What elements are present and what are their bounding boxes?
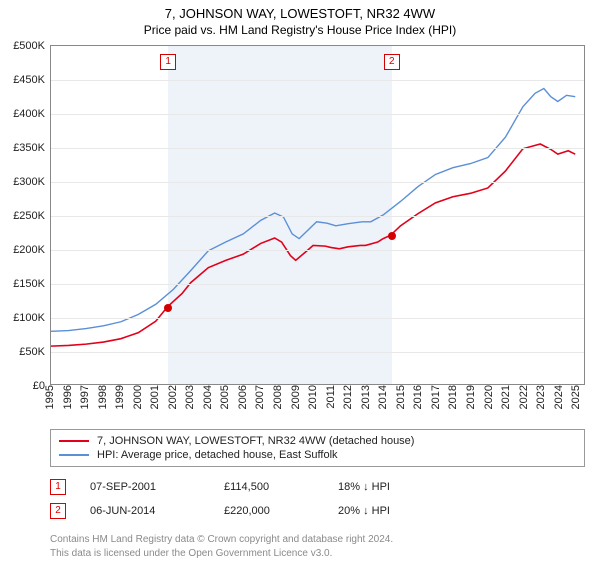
footer-line: This data is licensed under the Open Gov… <box>50 547 585 561</box>
y-tick-label: £450K <box>13 74 45 86</box>
x-tick-label: 2011 <box>325 385 337 409</box>
y-tick-label: £350K <box>13 142 45 154</box>
y-tick-label: £250K <box>13 210 45 222</box>
x-tick-label: 2002 <box>167 385 179 409</box>
x-tick-label: 1998 <box>97 385 109 409</box>
sale-price: £114,500 <box>224 481 314 493</box>
x-tick-label: 1997 <box>79 385 91 409</box>
gridline <box>51 318 584 319</box>
sales-table: 1 07-SEP-2001 £114,500 18% ↓ HPI 2 06-JUN-201… <box>50 475 585 523</box>
x-tick-label: 2006 <box>237 385 249 409</box>
x-tick-label: 1996 <box>62 385 74 409</box>
footer-attribution: Contains HM Land Registry data © Crown c… <box>50 533 585 568</box>
x-tick-label: 1999 <box>114 385 126 409</box>
gridline <box>51 148 584 149</box>
x-tick-label: 2022 <box>518 385 530 409</box>
legend-swatch <box>59 454 89 456</box>
gridline <box>51 352 584 353</box>
x-tick-label: 2024 <box>553 385 565 409</box>
x-tick-label: 2009 <box>290 385 302 409</box>
gridline <box>51 80 584 81</box>
series-hpi <box>51 89 575 332</box>
x-tick-label: 2020 <box>483 385 495 409</box>
y-tick-label: £50K <box>19 346 45 358</box>
sale-marker-box: 1 <box>160 54 176 70</box>
sales-row: 2 06-JUN-2014 £220,000 20% ↓ HPI <box>50 499 585 523</box>
x-tick-label: 2004 <box>202 385 214 409</box>
footer-line: Contains HM Land Registry data © Crown c… <box>50 533 585 547</box>
y-tick-label: £100K <box>13 312 45 324</box>
gridline <box>51 284 584 285</box>
sale-delta: 20% ↓ HPI <box>338 505 428 517</box>
legend: 7, JOHNSON WAY, LOWESTOFT, NR32 4WW (det… <box>50 429 585 467</box>
sale-price: £220,000 <box>224 505 314 517</box>
sale-date: 07-SEP-2001 <box>90 481 200 493</box>
gridline <box>51 250 584 251</box>
y-tick-label: £300K <box>13 176 45 188</box>
plot-area: £0£50K£100K£150K£200K£250K£300K£350K£400… <box>50 45 585 385</box>
sale-marker-box: 2 <box>384 54 400 70</box>
gridline <box>51 182 584 183</box>
x-tick-label: 2008 <box>272 385 284 409</box>
x-tick-label: 2000 <box>132 385 144 409</box>
y-tick-label: £150K <box>13 278 45 290</box>
sales-row: 1 07-SEP-2001 £114,500 18% ↓ HPI <box>50 475 585 499</box>
x-tick-label: 2012 <box>342 385 354 409</box>
x-tick-label: 2001 <box>149 385 161 409</box>
x-tick-label: 2023 <box>535 385 547 409</box>
x-tick-label: 2017 <box>430 385 442 409</box>
chart-subtitle: Price paid vs. HM Land Registry's House … <box>0 23 600 37</box>
series-property <box>51 144 575 346</box>
y-tick-label: £500K <box>13 40 45 52</box>
gridline <box>51 216 584 217</box>
chart-container: 7, JOHNSON WAY, LOWESTOFT, NR32 4WW Pric… <box>0 0 600 568</box>
y-tick-label: £200K <box>13 244 45 256</box>
x-tick-label: 2013 <box>360 385 372 409</box>
sale-marker-dot <box>388 232 396 240</box>
sale-marker-dot <box>164 304 172 312</box>
x-tick-label: 2007 <box>254 385 266 409</box>
x-tick-label: 2025 <box>570 385 582 409</box>
y-tick-label: £400K <box>13 108 45 120</box>
x-tick-label: 1995 <box>44 385 56 409</box>
legend-swatch <box>59 440 89 442</box>
x-tick-label: 2021 <box>500 385 512 409</box>
x-tick-label: 2016 <box>412 385 424 409</box>
line-layer <box>51 46 584 384</box>
sale-date: 06-JUN-2014 <box>90 505 200 517</box>
legend-label: 7, JOHNSON WAY, LOWESTOFT, NR32 4WW (det… <box>97 435 414 447</box>
legend-item: HPI: Average price, detached house, East… <box>59 448 576 462</box>
x-tick-label: 2018 <box>447 385 459 409</box>
x-axis-ticks: 1995199619971998199920002001200220032004… <box>50 385 585 423</box>
x-tick-label: 2010 <box>307 385 319 409</box>
sale-marker-box: 1 <box>50 479 66 495</box>
x-tick-label: 2014 <box>377 385 389 409</box>
x-tick-label: 2003 <box>184 385 196 409</box>
sale-marker-box: 2 <box>50 503 66 519</box>
chart-title: 7, JOHNSON WAY, LOWESTOFT, NR32 4WW <box>0 6 600 21</box>
gridline <box>51 114 584 115</box>
legend-label: HPI: Average price, detached house, East… <box>97 449 338 461</box>
sale-delta: 18% ↓ HPI <box>338 481 428 493</box>
x-tick-label: 2015 <box>395 385 407 409</box>
legend-item: 7, JOHNSON WAY, LOWESTOFT, NR32 4WW (det… <box>59 434 576 448</box>
x-tick-label: 2005 <box>219 385 231 409</box>
titles: 7, JOHNSON WAY, LOWESTOFT, NR32 4WW Pric… <box>0 0 600 37</box>
x-tick-label: 2019 <box>465 385 477 409</box>
